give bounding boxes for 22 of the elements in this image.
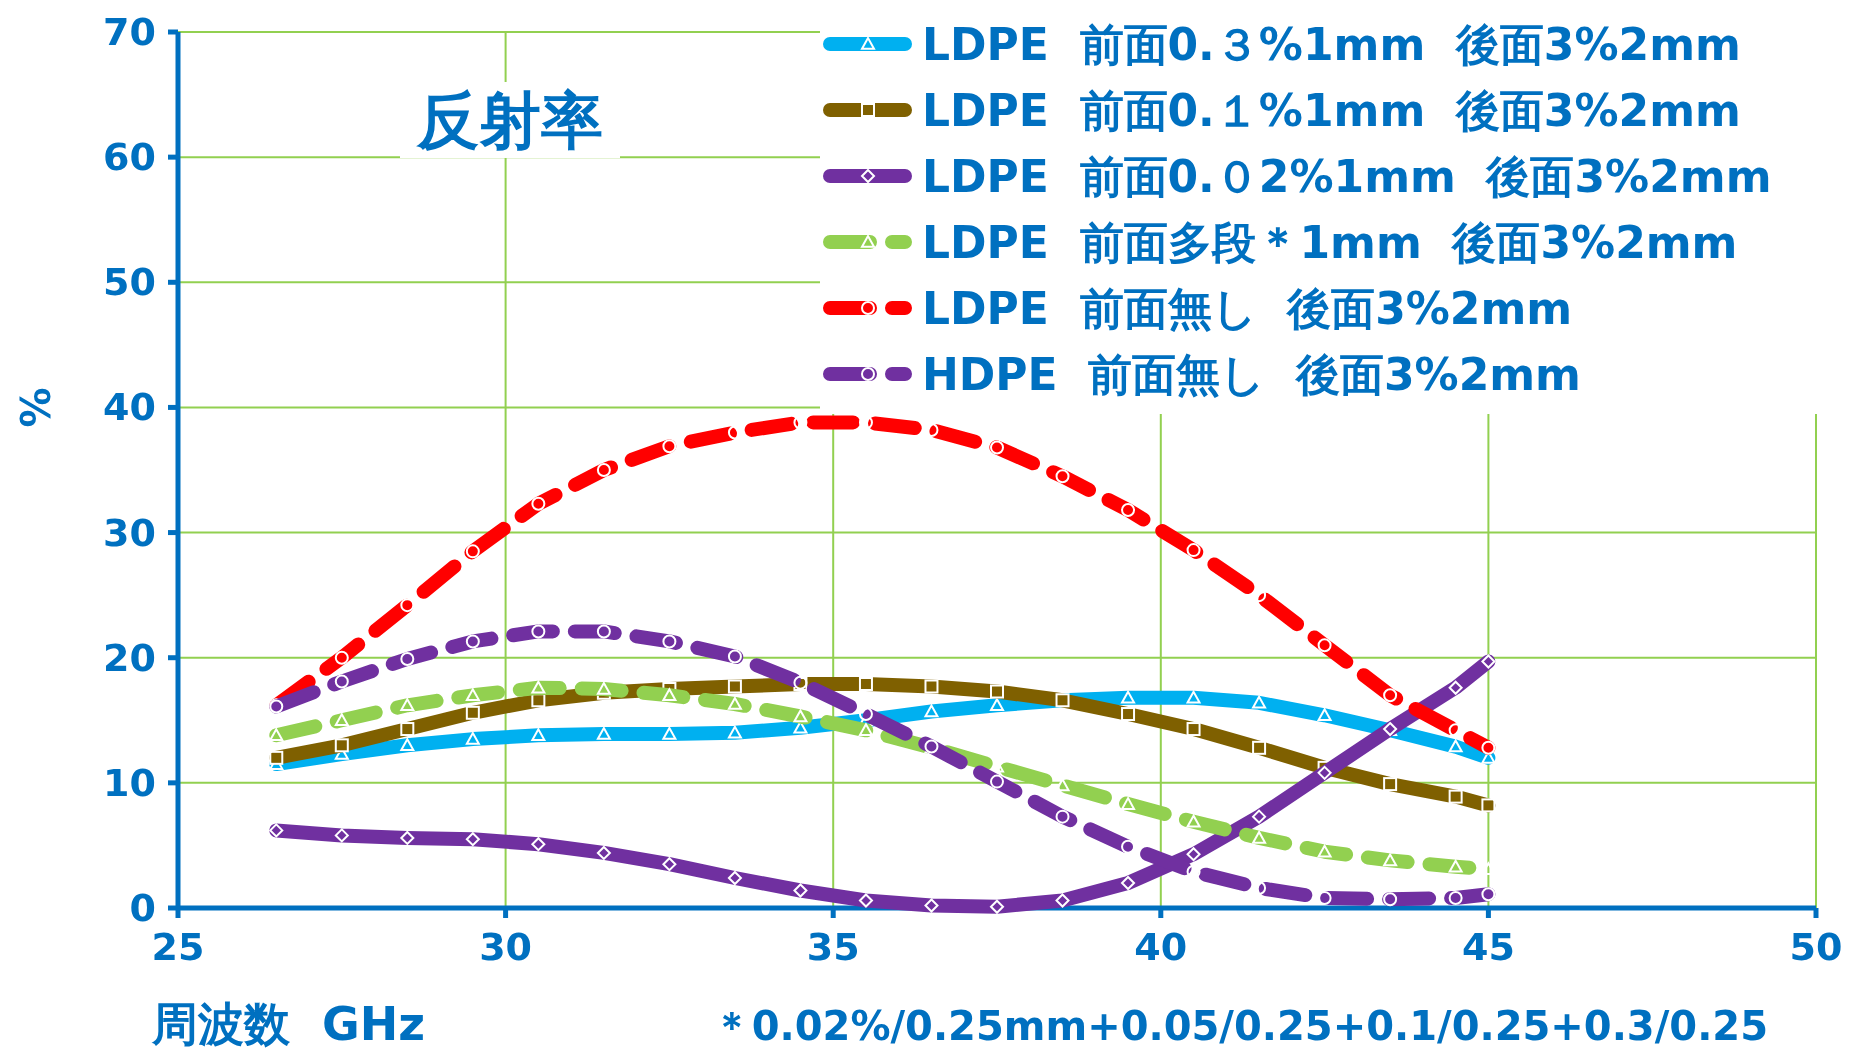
y-tick-label: 50	[103, 260, 156, 305]
legend-label: LDPE 前面多段＊1mm 後面3%2mm	[922, 217, 1738, 268]
y-tick-label: 40	[103, 385, 156, 430]
y-tick-label: 30	[103, 510, 156, 555]
x-tick-label: 35	[806, 925, 860, 969]
y-tick-label: 10	[103, 760, 156, 805]
x-tick-label: 45	[1461, 925, 1515, 969]
legend-label: LDPE 前面0.０2%1mm 後面3%2mm	[922, 151, 1772, 202]
y-tick-label: 20	[103, 635, 156, 680]
legend-label: LDPE 前面無し 後面3%2mm	[922, 283, 1573, 334]
y-tick-label: 70	[103, 10, 156, 54]
x-axis-title: 周波数 GHz	[151, 997, 426, 1051]
x-tick-label: 40	[1134, 925, 1188, 969]
text: 反射率	[416, 84, 603, 157]
y-tick-label: 60	[103, 135, 156, 180]
x-tick-label: 50	[1789, 925, 1843, 969]
y-axis-title: %	[13, 387, 59, 428]
text: ＊0.02%/0.25mm+0.05/0.25+0.1/0.25+0.3/0.25	[711, 1003, 1768, 1049]
legend-label: LDPE 前面0.３%1mm 後面3%2mm	[922, 19, 1741, 70]
legend-label: LDPE 前面0.１%1mm 後面3%2mm	[922, 85, 1741, 136]
legend-label: HDPE 前面無し 後面3%2mm	[922, 349, 1581, 400]
x-tick-label: 30	[479, 925, 533, 969]
